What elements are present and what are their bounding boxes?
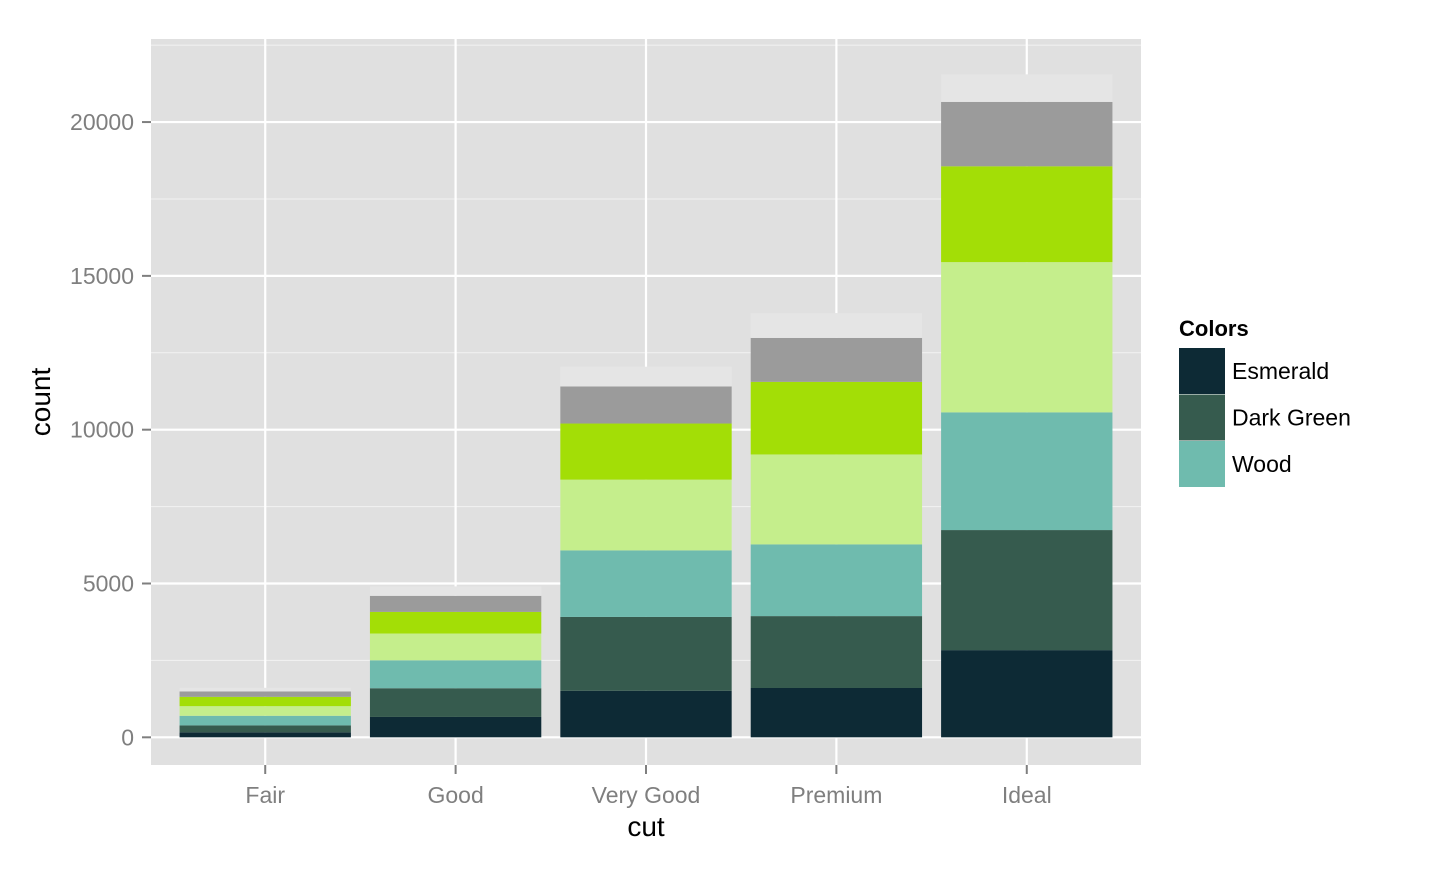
bar-segment [750,544,923,617]
bar-segment [941,412,1113,531]
bar-segment [179,696,351,707]
bar-segment [750,313,923,338]
legend-label: Esmerald [1232,358,1329,384]
legend-swatch [1179,441,1225,487]
legend-label: Dark Green [1232,405,1351,431]
x-tick-label: Good [427,782,483,808]
bar-segment [369,586,542,596]
bar-segment [369,611,542,634]
bar-segment [369,716,542,738]
bar-segment [941,166,1113,263]
y-tick-label: 0 [121,724,134,750]
legend-swatch [1179,348,1225,394]
bar-segment [750,337,923,382]
legend: Colors Esmerald Dark Green Wood [1179,316,1351,487]
bar-segment [941,74,1113,102]
bar-segment [560,550,732,617]
bar-segment [560,423,732,480]
bar-segment [560,386,732,424]
y-tick-label: 10000 [70,417,134,443]
x-tick-label: Fair [245,782,285,808]
x-tick-label: Ideal [1002,782,1052,808]
bar-segment [560,616,732,691]
bar-segment [750,454,923,545]
legend-label: Wood [1232,451,1292,477]
bar-segment [560,366,732,387]
x-axis-title: cut [627,811,665,842]
y-axis-title: count [25,368,56,437]
bar-segment [179,706,351,716]
y-tick-label: 15000 [70,263,134,289]
bar-segment [750,688,923,738]
bar-segment [179,732,351,738]
legend-title: Colors [1179,316,1249,341]
x-tick-label: Very Good [592,782,701,808]
legend-swatch [1179,394,1225,441]
x-tick-label: Premium [790,782,882,808]
y-tick-label: 5000 [83,571,134,597]
bars [179,74,1113,738]
bar-segment [369,633,542,661]
bar-segment [560,479,732,551]
bar-segment [941,262,1113,413]
bar-segment [750,381,923,455]
bar-segment [179,691,351,697]
y-tick-label: 20000 [70,109,134,135]
bar-segment [941,650,1113,738]
bar-segment [179,715,351,726]
x-axis: Fair Good Very Good Premium Ideal [245,765,1052,808]
bar-segment [369,660,542,689]
bar-segment [941,530,1113,651]
bar-segment [750,616,923,689]
bar-segment [369,688,542,717]
bar-segment [941,101,1113,167]
y-axis: 0 5000 10000 15000 20000 [70,109,151,750]
bar-segment [560,690,732,738]
bar-segment [179,725,351,733]
bar-segment [179,687,351,692]
bar-segment [369,595,542,612]
